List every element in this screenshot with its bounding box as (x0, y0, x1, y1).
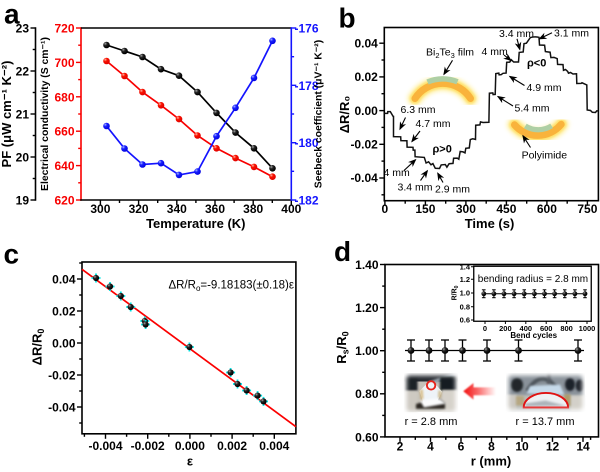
svg-text:Time (s): Time (s) (465, 216, 515, 231)
svg-text:8: 8 (488, 439, 495, 453)
svg-text:0.8: 0.8 (460, 302, 470, 311)
svg-text:0.000: 0.000 (175, 439, 205, 453)
svg-text:bending radius = 2.8 mm: bending radius = 2.8 mm (478, 274, 588, 285)
svg-text:3.4 mm: 3.4 mm (398, 182, 433, 194)
svg-text:Bend cycles: Bend cycles (510, 331, 557, 340)
svg-text:ρ>0: ρ>0 (433, 144, 452, 156)
svg-text:0.04: 0.04 (354, 36, 378, 50)
svg-text:360: 360 (205, 202, 225, 216)
svg-text:1.4: 1.4 (460, 262, 471, 271)
svg-text:5.4 mm: 5.4 mm (515, 103, 550, 115)
svg-text:4.7 mm: 4.7 mm (416, 118, 451, 130)
svg-text:-0.02: -0.02 (48, 369, 76, 383)
svg-text:400: 400 (281, 202, 301, 216)
svg-text:ΔR/R₀: ΔR/R₀ (337, 96, 352, 134)
svg-text:0.60: 0.60 (355, 430, 379, 444)
svg-text:620: 620 (54, 194, 74, 208)
svg-text:Temperature (K): Temperature (K) (146, 216, 245, 231)
svg-text:0.00: 0.00 (52, 337, 76, 351)
svg-text:660: 660 (54, 125, 74, 139)
svg-text:1000: 1000 (579, 324, 596, 333)
svg-text:0.02: 0.02 (52, 305, 76, 319)
svg-text:c: c (4, 239, 20, 270)
svg-text:14: 14 (576, 439, 590, 453)
svg-text:150: 150 (415, 202, 435, 216)
svg-text:340: 340 (167, 202, 187, 216)
svg-text:0.80: 0.80 (355, 387, 379, 401)
svg-text:21: 21 (16, 108, 30, 122)
svg-text:-0.004: -0.004 (88, 439, 122, 453)
svg-text:200: 200 (499, 324, 512, 333)
svg-text:r = 2.8 mm: r = 2.8 mm (405, 416, 458, 428)
svg-text:Bi2Te3 film: Bi2Te3 film (426, 47, 474, 61)
svg-text:PF (μW cm⁻¹ K⁻²): PF (μW cm⁻¹ K⁻²) (0, 61, 14, 168)
svg-text:320: 320 (129, 202, 149, 216)
svg-text:700: 700 (54, 56, 74, 70)
svg-text:300: 300 (456, 202, 476, 216)
svg-text:0.002: 0.002 (217, 439, 247, 453)
svg-text:6: 6 (458, 439, 465, 453)
svg-text:680: 680 (54, 90, 74, 104)
svg-text:Electrical conductivity (S cm⁻: Electrical conductivity (S cm⁻¹) (39, 37, 51, 191)
svg-text:640: 640 (54, 159, 74, 173)
svg-text:1.20: 1.20 (355, 301, 379, 315)
svg-text:-0.002: -0.002 (131, 439, 165, 453)
svg-text:6.3 mm: 6.3 mm (401, 104, 436, 116)
svg-text:Rs/R0: Rs/R0 (334, 331, 351, 363)
svg-text:720: 720 (54, 22, 74, 36)
svg-text:0.04: 0.04 (52, 273, 76, 287)
svg-text:R/R0: R/R0 (452, 285, 461, 300)
svg-text:1.00: 1.00 (355, 344, 379, 358)
svg-text:a: a (4, 0, 20, 30)
svg-text:0.00: 0.00 (354, 104, 378, 118)
svg-text:750: 750 (577, 202, 597, 216)
svg-text:4 mm: 4 mm (384, 167, 411, 179)
svg-text:19: 19 (16, 194, 30, 208)
svg-text:ΔR/Ro=-9.18183(±0.18)ε: ΔR/Ro=-9.18183(±0.18)ε (168, 280, 294, 294)
svg-text:3.1 mm: 3.1 mm (554, 27, 589, 39)
svg-text:1.0: 1.0 (460, 289, 470, 298)
svg-text:Seebeck coefficient (μV⁻¹ K⁻²): Seebeck coefficient (μV⁻¹ K⁻²) (313, 40, 325, 188)
svg-text:ΔR/R0: ΔR/R0 (30, 329, 47, 366)
svg-text:r (mm): r (mm) (471, 454, 511, 469)
svg-text:ρ<0: ρ<0 (527, 58, 546, 70)
svg-text:600: 600 (540, 324, 553, 333)
svg-text:ε: ε (187, 454, 193, 469)
svg-text:20: 20 (16, 151, 30, 165)
svg-text:22: 22 (16, 65, 30, 79)
svg-text:-0.04: -0.04 (48, 401, 76, 415)
svg-text:23: 23 (16, 22, 30, 36)
svg-text:-0.02: -0.02 (350, 138, 378, 152)
svg-text:0.004: 0.004 (259, 439, 289, 453)
svg-text:4.9 mm: 4.9 mm (527, 82, 562, 94)
svg-text:-182: -182 (295, 194, 319, 208)
svg-text:-176: -176 (295, 22, 319, 36)
svg-text:-180: -180 (295, 136, 319, 150)
svg-text:0.02: 0.02 (354, 70, 378, 84)
svg-text:600: 600 (537, 202, 557, 216)
svg-text:4 mm: 4 mm (482, 46, 509, 58)
svg-text:-0.04: -0.04 (350, 171, 378, 185)
svg-text:0.6: 0.6 (460, 316, 470, 325)
svg-text:0: 0 (382, 202, 389, 216)
svg-text:12: 12 (546, 439, 560, 453)
svg-text:300: 300 (90, 202, 110, 216)
svg-text:1.2: 1.2 (460, 275, 470, 284)
svg-text:10: 10 (515, 439, 529, 453)
svg-text:3.4 mm: 3.4 mm (499, 28, 534, 40)
svg-text:4: 4 (427, 439, 434, 453)
svg-text:2.9 mm: 2.9 mm (435, 184, 470, 196)
svg-text:d: d (334, 236, 351, 267)
svg-text:1.40: 1.40 (355, 258, 379, 272)
svg-text:-178: -178 (295, 79, 319, 93)
svg-text:800: 800 (560, 324, 573, 333)
svg-text:0: 0 (483, 324, 487, 333)
svg-text:400: 400 (520, 324, 533, 333)
svg-text:Polyimide: Polyimide (522, 150, 568, 162)
svg-text:380: 380 (243, 202, 263, 216)
svg-text:r = 13.7 mm: r = 13.7 mm (516, 416, 575, 428)
svg-text:2: 2 (397, 439, 404, 453)
svg-text:b: b (339, 3, 356, 34)
svg-text:450: 450 (496, 202, 516, 216)
